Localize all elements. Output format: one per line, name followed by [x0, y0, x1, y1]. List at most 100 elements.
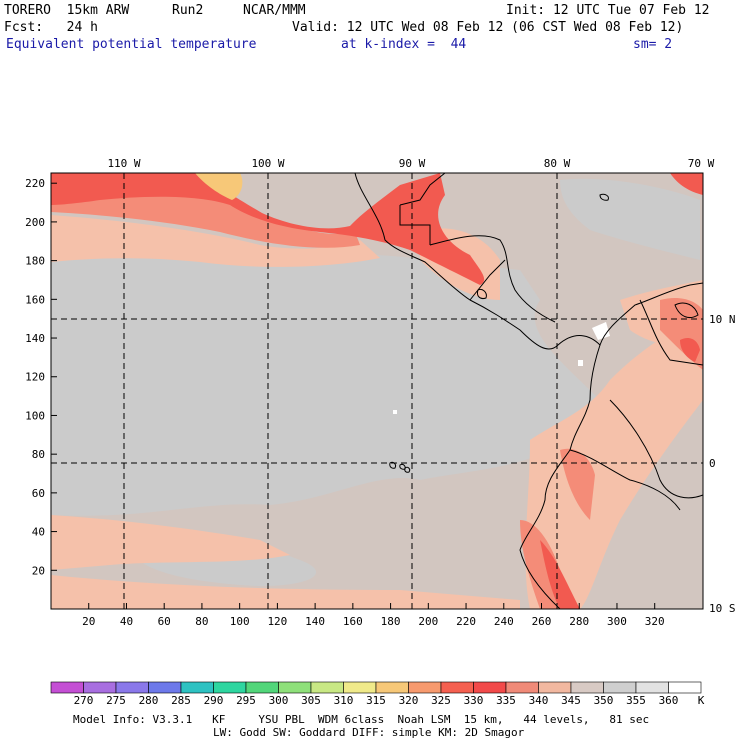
lat-label: 10 N	[709, 313, 736, 326]
x-tick-label: 140	[305, 615, 325, 628]
colorbar-label: 285	[171, 694, 191, 707]
field-warm-band	[51, 575, 520, 609]
yucatan-coast	[399, 172, 446, 206]
smoothing-info: sm= 2	[633, 37, 673, 52]
field-hot-region	[680, 338, 700, 362]
colorbar	[50, 681, 702, 694]
x-tick-label: 20	[82, 615, 95, 628]
field-hot-region	[540, 540, 580, 609]
x-tick-label: 120	[267, 615, 287, 628]
border-1	[399, 205, 431, 245]
central-america-coast	[354, 172, 704, 350]
y-tick-label: 40	[32, 526, 45, 539]
org-label: NCAR/MMM	[243, 3, 306, 18]
level-info: at k-index = 44	[341, 37, 467, 52]
colorbar-swatch	[375, 681, 409, 694]
colorbar-swatch	[148, 681, 182, 694]
field-warm-band	[51, 215, 380, 267]
x-tick-label: 100	[230, 615, 250, 628]
field-low-region	[560, 178, 700, 260]
colorbar-unit: K	[698, 694, 705, 707]
colorbar-swatch	[538, 681, 572, 694]
lat-labels: 10 N 0 10 S	[709, 313, 736, 615]
field-white-speck	[578, 360, 583, 366]
field-hot-region	[51, 173, 485, 285]
y-tick-label: 180	[25, 255, 45, 268]
field-name: Equivalent potential temperature	[6, 37, 257, 52]
colorbar-swatch	[115, 681, 149, 694]
lon-label: 90 W	[399, 157, 426, 170]
field-shading	[51, 173, 703, 609]
island-2	[389, 461, 396, 469]
y-tick-label: 160	[25, 293, 45, 306]
y-tick-labels: 20 40 60 80 100 120 140 160 180 200 220	[25, 177, 45, 577]
axis-ticks	[51, 182, 656, 609]
field-white-speck	[393, 410, 397, 414]
south-america-coast	[519, 344, 601, 610]
x-tick-label: 260	[532, 615, 552, 628]
colorbar-label: 270	[74, 694, 94, 707]
field-hot-region	[670, 173, 703, 195]
colorbar-swatch	[440, 681, 474, 694]
colorbar-label: 310	[334, 694, 354, 707]
forecast-hour: Fcst: 24 h	[4, 20, 98, 35]
x-tick-label: 200	[418, 615, 438, 628]
field-white-speck	[592, 322, 610, 340]
colorbar-label: 290	[204, 694, 224, 707]
model-info: Model Info: V3.3.1 KF YSU PBL WDM 6class…	[73, 713, 650, 726]
colorbar-label: 320	[399, 694, 419, 707]
y-tick-label: 80	[32, 448, 45, 461]
colorbar-label: 275	[106, 694, 126, 707]
caribbean-coast	[429, 235, 556, 323]
x-tick-label: 280	[569, 615, 589, 628]
colorbar-swatch	[213, 681, 247, 694]
y-tick-label: 20	[32, 564, 45, 577]
y-tick-label: 60	[32, 487, 45, 500]
colorbar-label: 315	[366, 694, 386, 707]
lon-label: 100 W	[251, 157, 284, 170]
colorbar-swatch	[635, 681, 669, 694]
border-3	[609, 399, 704, 499]
border-5	[639, 299, 704, 366]
border-4	[569, 449, 681, 511]
island-1	[477, 289, 487, 299]
y-tick-label: 140	[25, 332, 45, 345]
x-tick-label: 220	[456, 615, 476, 628]
lon-label: 80 W	[544, 157, 571, 170]
field-warmer-region	[560, 448, 595, 520]
x-tick-label: 240	[494, 615, 514, 628]
map-frame	[50, 172, 704, 610]
graticule	[51, 173, 703, 609]
y-tick-label: 100	[25, 409, 45, 422]
x-tick-label: 60	[158, 615, 171, 628]
colorbar-label: 350	[594, 694, 614, 707]
field-warm-band	[525, 320, 703, 609]
x-tick-label: 40	[120, 615, 133, 628]
colorbar-swatch	[180, 681, 214, 694]
colorbar-label: 360	[659, 694, 679, 707]
lon-label: 110 W	[107, 157, 140, 170]
lat-label: 0	[709, 457, 716, 470]
y-tick-label: 120	[25, 371, 45, 384]
y-tick-label: 220	[25, 177, 45, 190]
x-tick-label: 300	[607, 615, 627, 628]
colorbar-swatch	[310, 681, 344, 694]
field-hottest-region	[195, 173, 243, 200]
colorbar-swatch	[570, 681, 604, 694]
colorbar-swatch	[50, 681, 84, 694]
colorbar-label: 300	[269, 694, 289, 707]
colorbar-label: 345	[561, 694, 581, 707]
colorbar-swatch	[83, 681, 117, 694]
field-warm-band	[51, 515, 290, 570]
colorbar-swatch	[278, 681, 312, 694]
x-tick-label: 80	[195, 615, 208, 628]
x-tick-labels: 20 40 60 80 100 120 140 160 180 200 220 240 260 280 30…	[82, 615, 665, 628]
island-6	[674, 302, 699, 318]
colorbar-swatch	[505, 681, 539, 694]
colorbar-label: 280	[139, 694, 159, 707]
colorbar-label: 340	[529, 694, 549, 707]
colorbar-swatch	[668, 681, 702, 694]
colorbar-label: 325	[431, 694, 451, 707]
y-tick-label: 200	[25, 216, 45, 229]
